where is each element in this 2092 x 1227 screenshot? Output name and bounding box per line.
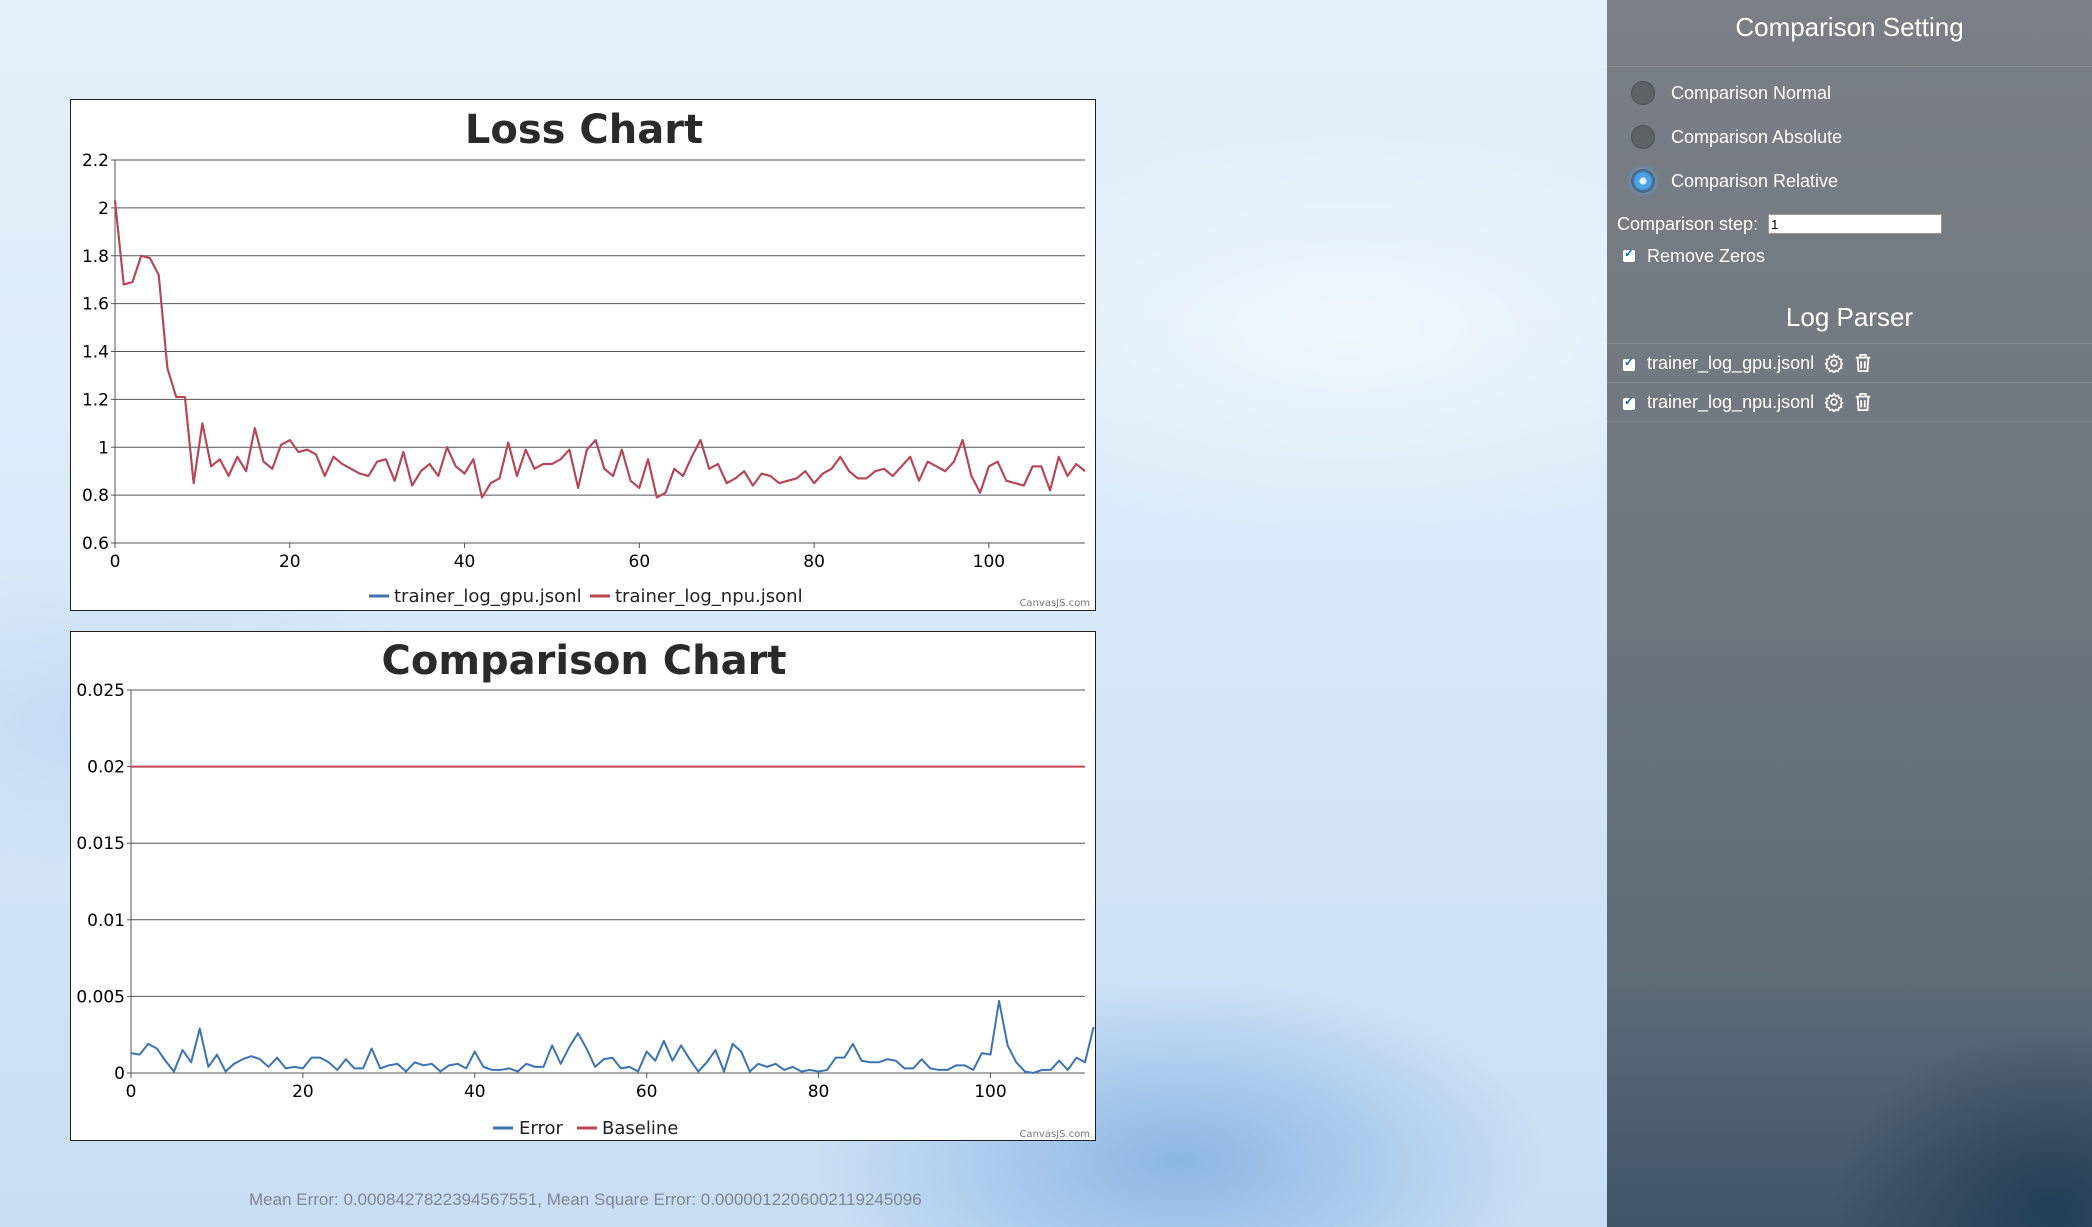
y-tick-label: 0.025 [76, 681, 125, 701]
comparison-chart-legend: Error Baseline [493, 1118, 678, 1139]
gear-icon[interactable] [1824, 392, 1844, 412]
legend-label-baseline[interactable]: Baseline [602, 1118, 678, 1139]
log-parser-title: Log Parser [1607, 273, 2092, 344]
radio-label: Comparison Absolute [1671, 126, 1843, 147]
comparison-step-input[interactable] [1768, 214, 1943, 234]
chart-credit[interactable]: CanvasJS.com [1019, 598, 1090, 609]
x-tick-label: 60 [629, 552, 651, 572]
x-tick-label: 20 [279, 552, 301, 572]
y-tick-label: 0.8 [82, 486, 109, 506]
loss-chart-title: Loss Chart [465, 107, 703, 153]
gear-icon[interactable] [1824, 353, 1844, 373]
radio-comparison-normal[interactable]: Comparison Normal [1607, 71, 2092, 115]
x-tick-label: 60 [636, 1082, 658, 1102]
x-tick-label: 80 [808, 1082, 830, 1102]
x-tick-label: 80 [803, 552, 825, 572]
y-tick-label: 0.005 [76, 987, 125, 1007]
file-checkbox-gpu[interactable] [1623, 355, 1635, 371]
y-tick-label: 0.01 [87, 911, 125, 931]
chart-credit[interactable]: CanvasJS.com [1019, 1129, 1090, 1140]
radio-button-selected[interactable] [1631, 169, 1655, 193]
radio-button[interactable] [1631, 81, 1655, 105]
panel-title: Comparison Setting [1607, 0, 2092, 67]
comparison-chart: Comparison Chart 0 0.005 0.01 0.015 0.02 0.02… [70, 631, 1096, 1141]
error-stats-text: Mean Error: 0.0008427822394567551, Mean … [249, 1190, 922, 1209]
y-tick-label: 0.015 [76, 834, 125, 854]
trash-icon[interactable] [1854, 392, 1872, 412]
remove-zeros-row[interactable]: Remove Zeros [1607, 245, 2092, 267]
y-tick-label: 2.2 [82, 151, 109, 171]
file-name-npu: trainer_log_npu.jsonl [1647, 391, 1815, 412]
remove-zeros-label: Remove Zeros [1647, 245, 1766, 266]
y-tick-label: 1.6 [82, 295, 109, 315]
x-tick-label: 40 [464, 1082, 486, 1102]
comparison-step-label: Comparison step: [1617, 213, 1759, 234]
legend-label-gpu[interactable]: trainer_log_gpu.jsonl [394, 586, 582, 607]
x-tick-label: 0 [110, 552, 121, 572]
radio-button[interactable] [1631, 125, 1655, 149]
series-line-error [130, 999, 1095, 1074]
loss-chart: Loss Chart 0.6 0.8 1 1.2 1.4 1.6 1.8 2 2.2 0 20 40 6… [70, 99, 1096, 611]
file-item-npu: trainer_log_npu.jsonl [1607, 383, 2092, 422]
x-tick-label: 20 [292, 1082, 314, 1102]
comparison-settings-panel: Comparison Setting Comparison Normal Com… [1607, 0, 2092, 1227]
legend-label-npu[interactable]: trainer_log_npu.jsonl [615, 586, 803, 607]
y-tick-label: 0.6 [82, 534, 109, 554]
y-tick-label: 1 [98, 438, 109, 458]
y-tick-label: 0 [114, 1064, 125, 1084]
x-tick-label: 100 [973, 552, 1005, 572]
x-tick-label: 100 [974, 1082, 1006, 1102]
comparison-chart-title: Comparison Chart [382, 638, 787, 684]
trash-icon[interactable] [1854, 353, 1872, 373]
loss-chart-legend: trainer_log_gpu.jsonl trainer_log_npu.js… [369, 586, 803, 607]
y-tick-label: 0.02 [87, 758, 125, 778]
y-tick-label: 2 [98, 199, 109, 219]
radio-label: Comparison Relative [1671, 170, 1839, 191]
y-tick-label: 1.4 [82, 343, 109, 363]
x-tick-label: 40 [454, 552, 476, 572]
file-checkbox-npu[interactable] [1623, 394, 1635, 410]
legend-label-error[interactable]: Error [519, 1118, 563, 1139]
radio-label: Comparison Normal [1671, 82, 1832, 103]
comparison-step-row: Comparison step: [1607, 203, 2092, 245]
loss-chart-svg: Loss Chart 0.6 0.8 1 1.2 1.4 1.6 1.8 2 2.2 0 20 40 6… [82, 107, 1090, 609]
y-tick-label: 1.8 [82, 247, 109, 267]
series-line-npu [114, 200, 1086, 499]
radio-comparison-absolute[interactable]: Comparison Absolute [1607, 115, 2092, 159]
y-tick-label: 1.2 [82, 390, 109, 410]
file-item-gpu: trainer_log_gpu.jsonl [1607, 344, 2092, 383]
file-name-gpu: trainer_log_gpu.jsonl [1647, 352, 1815, 373]
x-tick-label: 0 [126, 1082, 137, 1102]
comparison-chart-svg: Comparison Chart 0 0.005 0.01 0.015 0.02 0.02… [76, 638, 1095, 1140]
radio-comparison-relative[interactable]: Comparison Relative [1607, 159, 2092, 203]
remove-zeros-checkbox[interactable] [1623, 246, 1635, 262]
